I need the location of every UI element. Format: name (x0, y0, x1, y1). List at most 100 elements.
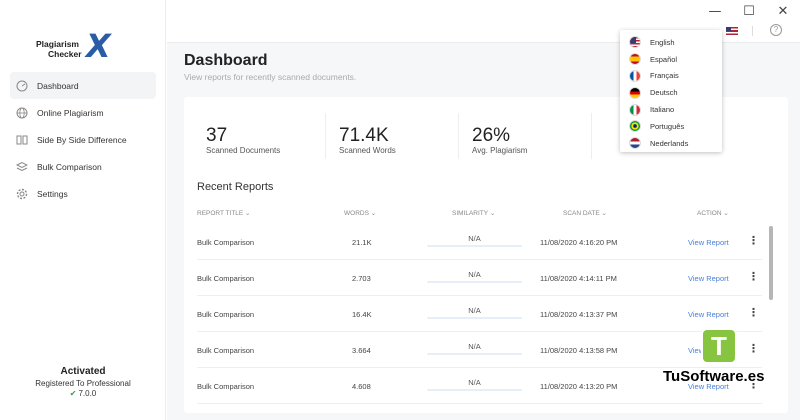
table-row[interactable]: Bulk Comparison 21.1K N/A 11/08/2020 4:1… (197, 224, 762, 260)
table-row[interactable]: Bulk Comparison 4.608 N/A 11/08/2020 4:1… (197, 368, 762, 404)
report-words: 4.608 (352, 382, 371, 391)
language-label: English (650, 37, 675, 47)
stat-label: Scanned Words (339, 146, 396, 155)
column-header-words[interactable]: WORDS ⌄ (344, 210, 377, 217)
table-row[interactable]: Bulk Comparison 2.703 N/A 11/08/2020 4:1… (197, 260, 762, 296)
report-similarity: N/A (468, 342, 481, 351)
report-similarity: N/A (468, 234, 481, 243)
language-option-nederlands[interactable]: Nederlands (620, 135, 722, 152)
column-header-action[interactable]: ACTION ⌄ (697, 210, 729, 217)
report-title: Bulk Comparison (197, 382, 255, 391)
us-flag-icon (629, 36, 641, 49)
more-options-icon[interactable]: ⋮ (748, 342, 759, 355)
minimize-button[interactable]: — (708, 3, 722, 19)
app-logo: Plagiarism Checker X (34, 27, 130, 65)
report-similarity: N/A (468, 378, 481, 387)
more-options-icon[interactable]: ⋮ (748, 378, 759, 391)
report-title: Bulk Comparison (197, 310, 255, 319)
watermark-logo-icon: T (701, 328, 737, 364)
scrollbar-thumb[interactable] (769, 226, 773, 300)
sidebar-item-label: Dashboard (37, 80, 79, 91)
window-controls: — ☐ ✕ (698, 0, 800, 22)
close-button[interactable]: ✕ (777, 3, 789, 19)
sidebar-item-label: Settings (37, 188, 68, 199)
view-report-link[interactable]: View Report (688, 310, 729, 319)
similarity-bar (427, 245, 522, 247)
column-header-similarity[interactable]: SIMILARITY ⌄ (452, 210, 496, 217)
license-status: Activated Registered To Professional ✔ 7.… (0, 366, 166, 398)
es-flag-icon (629, 53, 641, 66)
sidebar-item-settings[interactable]: Settings (10, 180, 156, 207)
more-options-icon[interactable]: ⋮ (748, 306, 759, 319)
report-date: 11/08/2020 4:14:11 PM (540, 274, 617, 283)
report-date: 11/08/2020 4:16:20 PM (540, 238, 618, 247)
language-label: Français (650, 71, 679, 81)
globe-icon (15, 106, 29, 120)
sidebar-item-label: Online Plagiarism (37, 107, 104, 118)
column-header-date[interactable]: SCAN DATE ⌄ (563, 210, 607, 217)
sidebar-item-dashboard[interactable]: Dashboard (10, 72, 156, 99)
view-report-link[interactable]: View Report (688, 274, 729, 283)
sidebar-item-side-by-side[interactable]: Side By Side Difference (10, 126, 156, 153)
language-dropdown: English Español Français Deutsch Italian… (620, 30, 722, 152)
report-similarity: N/A (468, 270, 481, 279)
report-title: Bulk Comparison (197, 238, 255, 247)
report-words: 16.4K (352, 310, 372, 319)
br-flag-icon (629, 120, 641, 133)
table-row[interactable]: Bulk Comparison 16.4K N/A 11/08/2020 4:1… (197, 296, 762, 332)
similarity-bar (427, 281, 522, 283)
stat-avg-plagiarism: 26% Avg. Plagiarism (472, 113, 592, 159)
de-flag-icon (629, 86, 641, 99)
logo-x-icon: X (86, 27, 111, 65)
stat-scanned-documents: 37 Scanned Documents (206, 113, 326, 159)
license-title: Activated (60, 366, 106, 377)
more-options-icon[interactable]: ⋮ (748, 270, 759, 283)
logo-line2: Checker (48, 49, 82, 59)
report-title: Bulk Comparison (197, 274, 255, 283)
language-option-deutsch[interactable]: Deutsch (620, 84, 722, 101)
it-flag-icon (629, 103, 641, 116)
watermark-text: TuSoftware.es (663, 368, 765, 385)
stat-value: 37 (206, 125, 228, 146)
similarity-bar (427, 317, 522, 319)
view-report-link[interactable]: View Report (688, 238, 729, 247)
language-option-espanol[interactable]: Español (620, 51, 722, 68)
report-words: 3.664 (352, 346, 371, 355)
language-option-francais[interactable]: Français (620, 68, 722, 85)
language-option-english[interactable]: English (620, 34, 722, 51)
language-option-portugues[interactable]: Português (620, 118, 722, 135)
table-row[interactable]: Bulk Comparison 3.664 N/A 11/08/2020 4:1… (197, 332, 762, 368)
report-words: 21.1K (352, 238, 372, 247)
language-selector-us-flag-icon[interactable] (726, 27, 738, 35)
compare-icon (15, 133, 29, 147)
stack-icon (15, 160, 29, 174)
sidebar-item-bulk-comparison[interactable]: Bulk Comparison (10, 153, 156, 180)
view-report-link[interactable]: View Report (688, 382, 729, 391)
version-text: 7.0.0 (78, 389, 97, 398)
recent-reports-title: Recent Reports (197, 181, 274, 193)
sidebar-item-online-plagiarism[interactable]: Online Plagiarism (10, 99, 156, 126)
page-subtitle: View reports for recently scanned docume… (184, 72, 357, 82)
stat-label: Avg. Plagiarism (472, 146, 528, 155)
stat-value: 71.4K (339, 125, 389, 146)
gear-icon (15, 187, 29, 201)
sidebar: Plagiarism Checker X Dashboard Online Pl… (0, 0, 166, 420)
more-options-icon[interactable]: ⋮ (748, 234, 759, 247)
language-option-italiano[interactable]: Italiano (620, 101, 722, 118)
report-date: 11/08/2020 4:13:20 PM (540, 382, 618, 391)
column-header-title[interactable]: REPORT TITLE ⌄ (197, 210, 251, 217)
stat-value: 26% (472, 125, 511, 146)
report-date: 11/08/2020 4:13:37 PM (540, 310, 618, 319)
report-title: Bulk Comparison (197, 346, 255, 355)
sidebar-item-label: Bulk Comparison (37, 161, 102, 172)
language-label: Nederlands (650, 138, 689, 148)
version-line: ✔ 7.0.0 (0, 389, 166, 398)
help-icon[interactable]: ? (770, 24, 782, 36)
similarity-bar (427, 353, 522, 355)
check-icon: ✔ (69, 389, 77, 398)
logo-line1: Plagiarism (36, 39, 79, 49)
language-label: Español (650, 54, 678, 64)
maximize-button[interactable]: ☐ (743, 3, 755, 19)
sidebar-item-label: Side By Side Difference (37, 134, 127, 145)
fr-flag-icon (629, 69, 641, 82)
